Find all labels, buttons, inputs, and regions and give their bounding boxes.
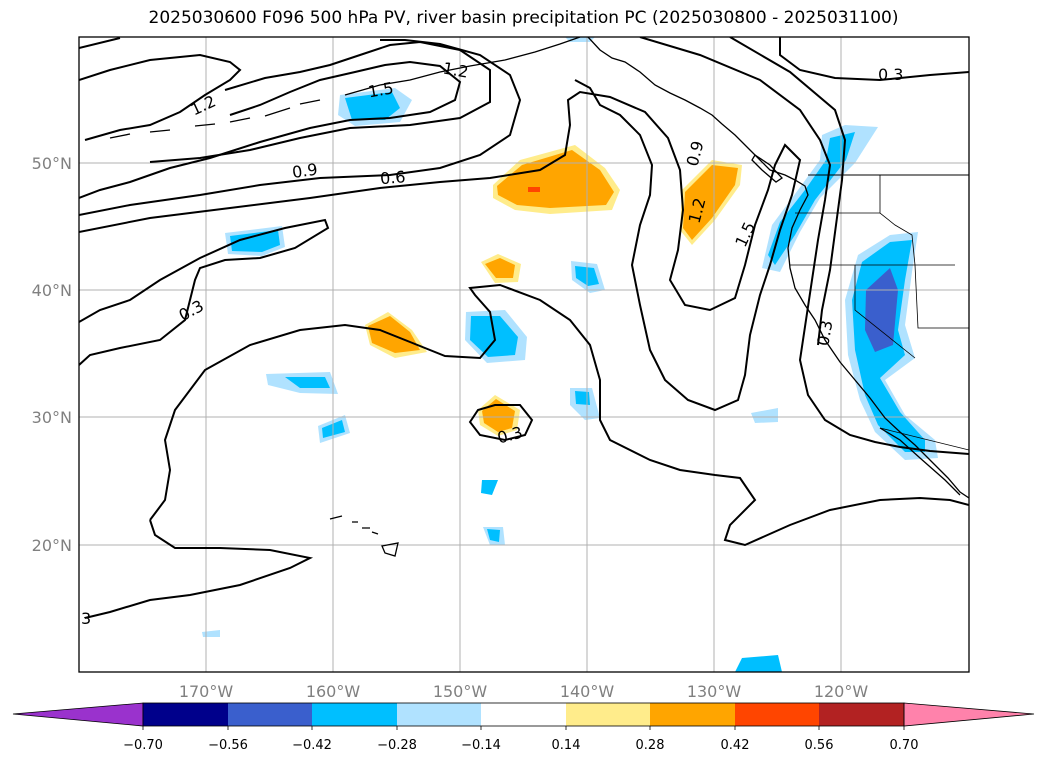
precip-positive-area — [485, 258, 515, 278]
colorbar-segment — [312, 703, 397, 726]
colorbar: −0.70 −0.56 −0.42 −0.28 −0.14 0.14 0.28 … — [12, 702, 1035, 753]
lon-label-130w: 130°W — [687, 682, 742, 701]
lat-label-40n: 40°N — [32, 281, 72, 300]
colorbar-tick-label: 0.14 — [552, 738, 581, 753]
precip-negative-area — [487, 529, 500, 542]
pv-contours — [79, 37, 969, 619]
baja-california — [879, 427, 961, 496]
pv-contour-line — [729, 37, 847, 346]
pv-contour-line — [149, 283, 969, 547]
colorbar-tick-label: 0.56 — [805, 738, 834, 753]
pv-contour-line — [79, 218, 330, 366]
coastlines — [109, 37, 969, 557]
colorbar-segment — [650, 703, 735, 726]
pv-contour-line — [79, 79, 802, 412]
contour-label: 1.5 — [367, 78, 395, 101]
lon-label-140w: 140°W — [560, 682, 615, 701]
state-border-ca-nv — [854, 265, 916, 359]
pv-contour-line — [79, 39, 522, 216]
contour-label: 0.6 — [379, 167, 406, 188]
precip-positive-area — [497, 150, 614, 208]
lon-label-170w: 170°W — [179, 682, 234, 701]
colorbar-tick-label: 0.70 — [890, 738, 919, 753]
alaska-peninsula — [344, 37, 581, 96]
longitude-labels: 170°W 160°W 150°W 140°W 130°W 120°W — [179, 682, 869, 701]
lat-label-50n: 50°N — [32, 154, 72, 173]
pv-contour-line — [79, 37, 969, 455]
colorbar-segment — [228, 703, 312, 726]
north-america-coastline — [587, 37, 969, 499]
colorbar-segment — [143, 703, 228, 726]
contour-label: 0.9 — [291, 160, 319, 182]
lon-label-160w: 160°W — [306, 682, 361, 701]
vancouver-island — [751, 154, 783, 183]
pv-contour-line — [779, 37, 969, 82]
pv-contour-line — [468, 404, 534, 442]
colorbar-tick-label: −0.56 — [208, 738, 248, 753]
precip-negative-area — [865, 268, 898, 352]
colorbar-segment — [735, 703, 819, 726]
lon-label-120w: 120°W — [814, 682, 869, 701]
precip-negative-area — [735, 655, 782, 672]
lon-label-150w: 150°W — [433, 682, 488, 701]
colorbar-ticks — [142, 726, 905, 730]
colorbar-segment — [481, 703, 566, 726]
pv-contour-line — [84, 519, 314, 619]
colorbar-tick-label: 0.42 — [721, 738, 750, 753]
pv-contour-line — [79, 60, 462, 199]
pv-contour-line — [149, 40, 491, 163]
precip-negative-area — [285, 377, 330, 388]
lat-label-30n: 30°N — [32, 408, 72, 427]
precip-negative-area — [751, 408, 778, 423]
state-border-nevada-east — [914, 264, 969, 329]
colorbar-tick-label: −0.14 — [461, 738, 501, 753]
colorbar-tick-label: 0.28 — [636, 738, 665, 753]
contour-label: 3 — [81, 609, 91, 628]
state-border-idaho — [879, 175, 916, 266]
pv-contour-line — [79, 53, 242, 141]
map-plot-area: 1.2 1.5 1.2 0.9 0.6 0.3 0.3 0.9 1.2 1.5 … — [79, 37, 969, 672]
lat-label-20n: 20°N — [32, 536, 72, 555]
precip-negative-area — [768, 132, 855, 265]
colorbar-tick-label: −0.42 — [292, 738, 332, 753]
aleutian-islands — [109, 99, 321, 139]
precip-positive-area — [368, 316, 420, 353]
precip-positive-area — [683, 165, 738, 240]
contour-label: 0.3 — [878, 65, 903, 84]
contour-label: 1.2 — [441, 59, 469, 82]
colorbar-segment — [566, 703, 650, 726]
contour-label: 0.3 — [813, 319, 836, 347]
map-frame — [78, 36, 970, 673]
precip-negative-area — [230, 230, 280, 252]
mexico-border — [879, 427, 969, 451]
colorbar-extend-high — [903, 702, 1035, 727]
graticule — [79, 37, 969, 672]
map-title: 2025030600 F096 500 hPa PV, river basin … — [148, 8, 899, 28]
contour-labels: 1.2 1.5 1.2 0.9 0.6 0.3 0.3 0.9 1.2 1.5 … — [81, 59, 903, 628]
colorbar-segment — [397, 703, 481, 726]
hawaiian-islands — [329, 515, 399, 557]
colorbar-tick-label: −0.70 — [123, 738, 163, 753]
colorbar-segment — [819, 703, 904, 726]
latitude-labels: 50°N 40°N 30°N 20°N — [32, 154, 72, 555]
colorbar-frame — [142, 702, 905, 727]
precip-negative-area — [575, 391, 590, 405]
precip-negative-area — [345, 92, 400, 120]
precip-negative-area — [481, 480, 498, 495]
colorbar-extend-low — [12, 702, 144, 727]
colorbar-tick-label: −0.28 — [377, 738, 417, 753]
precip-positive-area — [528, 187, 540, 192]
